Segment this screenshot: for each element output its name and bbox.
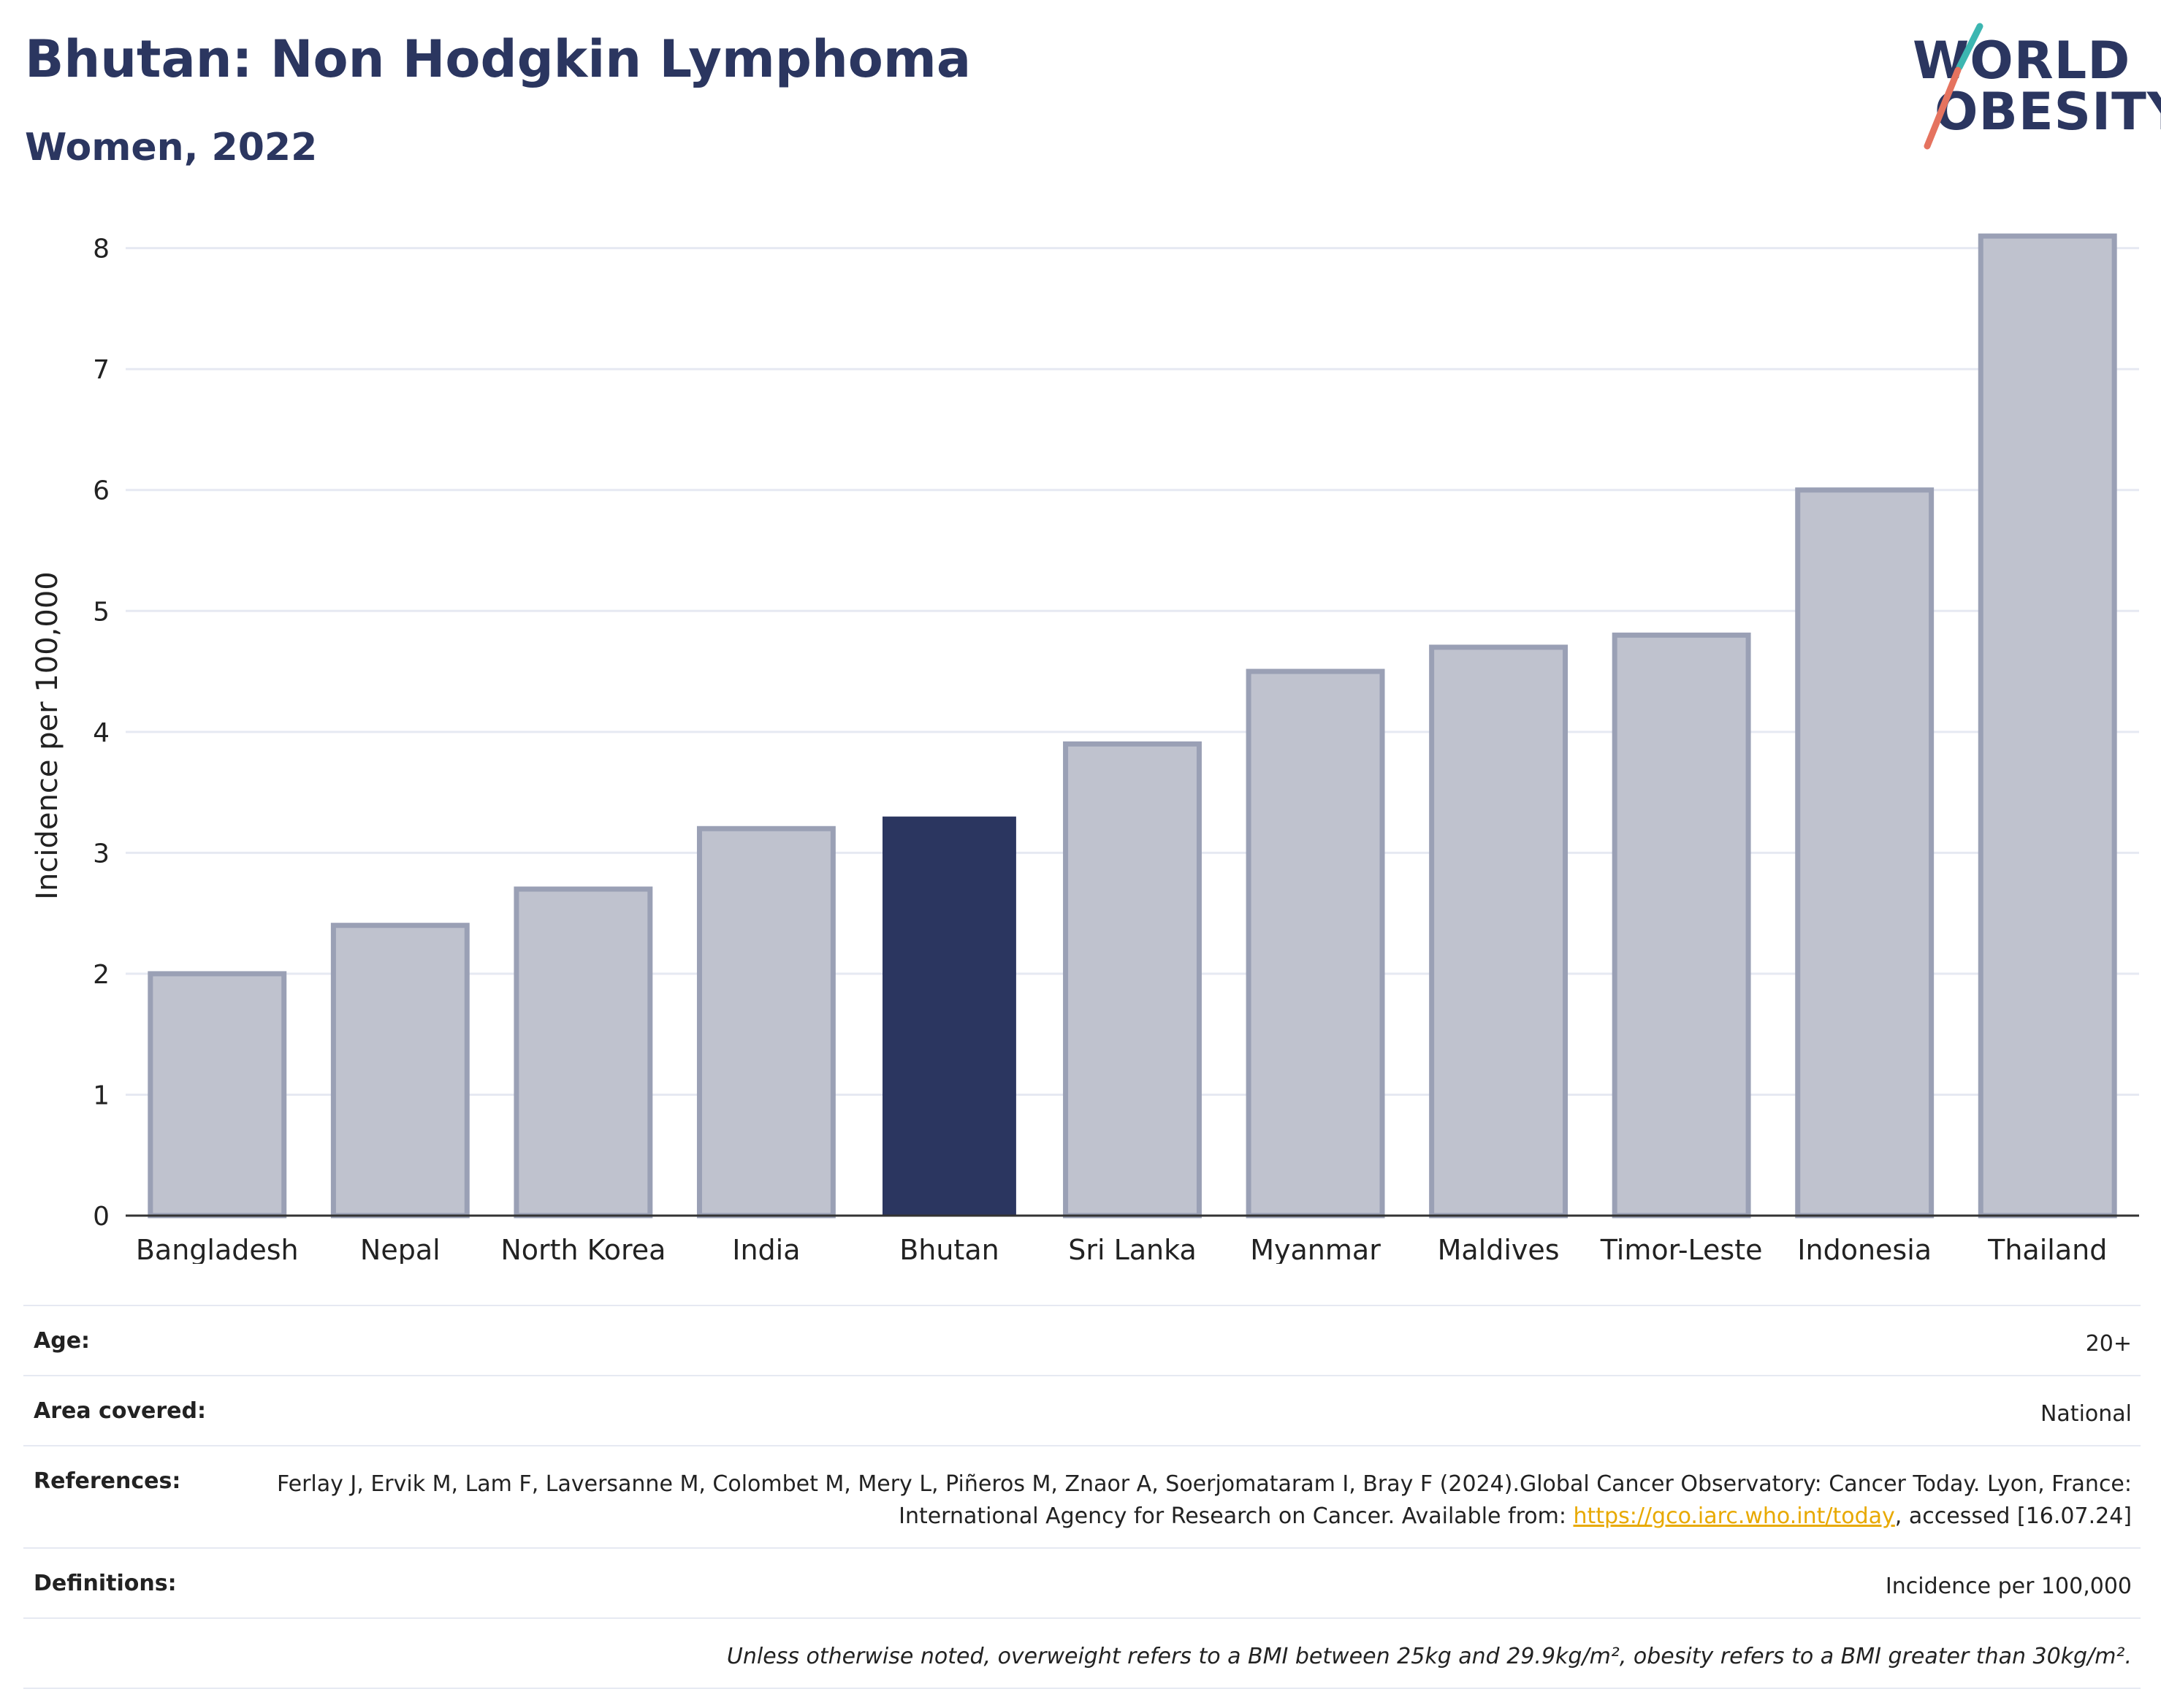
references-link[interactable]: https://gco.iarc.who.int/today — [1573, 1503, 1895, 1529]
info-row-note: Unless otherwise noted, overweight refer… — [23, 1617, 2141, 1689]
y-tick-label: 5 — [93, 597, 110, 627]
world-obesity-logo: WORLD OBESITY — [1899, 22, 2161, 153]
x-tick-label: North Korea — [500, 1234, 666, 1264]
x-tick-label: Thailand — [1987, 1234, 2107, 1264]
bars — [148, 233, 2117, 1219]
x-tick-label: Indonesia — [1797, 1234, 1932, 1264]
y-tick-label: 2 — [93, 960, 110, 990]
info-row-area: Area covered: National — [23, 1375, 2141, 1445]
info-row-references: References: Ferlay J, Ervik M, Lam F, La… — [23, 1445, 2141, 1547]
x-tick-label: Bhutan — [899, 1234, 999, 1264]
info-row-definitions: Definitions: Incidence per 100,000 — [23, 1547, 2141, 1617]
bar-north-korea — [514, 886, 653, 1219]
x-tick-labels: Bangladesh Nepal North Korea India Bhutan Sri… — [136, 1234, 2107, 1264]
age-value: 20+ — [2085, 1331, 2132, 1357]
bar-indonesia — [1795, 487, 1935, 1219]
bar-nepal — [330, 923, 470, 1219]
logo-slash-icon — [1924, 23, 1983, 150]
y-tick-label: 1 — [93, 1080, 110, 1110]
y-tick-labels: 0 1 2 3 4 5 6 7 8 — [93, 235, 110, 1232]
x-tick-label: Maldives — [1438, 1234, 1560, 1264]
x-tick-label: Myanmar — [1250, 1234, 1381, 1264]
y-tick-label: 4 — [93, 718, 110, 748]
area-value: National — [2040, 1401, 2132, 1427]
logo-line-1: WORLD — [1913, 31, 2131, 91]
references-label: References: — [34, 1468, 181, 1494]
page-title: Bhutan: Non Hodgkin Lymphoma — [25, 29, 972, 89]
info-row-age: Age: 20+ — [23, 1305, 2141, 1375]
bar-sri-lanka — [1063, 741, 1202, 1219]
area-label: Area covered: — [34, 1398, 206, 1424]
bar-bhutan — [883, 816, 1016, 1216]
x-tick-label: Bangladesh — [136, 1234, 299, 1264]
references-text: Ferlay J, Ervik M, Lam F, Laversanne M, … — [277, 1471, 2132, 1529]
bar-timor-leste — [1612, 632, 1751, 1219]
y-axis-label: Incidence per 100,000 — [31, 571, 64, 900]
x-tick-label: Nepal — [360, 1234, 441, 1264]
y-tick-label: 0 — [93, 1202, 110, 1232]
x-tick-label: Sri Lanka — [1068, 1234, 1197, 1264]
references-value: Ferlay J, Ervik M, Lam F, Laversanne M, … — [232, 1468, 2132, 1533]
x-tick-label: Timor-Leste — [1600, 1234, 1763, 1264]
y-tick-label: 8 — [93, 235, 110, 264]
definitions-label: Definitions: — [34, 1571, 177, 1596]
x-tick-label: India — [732, 1234, 800, 1264]
bar-maldives — [1429, 644, 1569, 1219]
page-subtitle: Women, 2022 — [25, 126, 318, 169]
bar-india — [696, 826, 836, 1219]
bar-thailand — [1978, 233, 2117, 1219]
info-table: Age: 20+ Area covered: National Referenc… — [23, 1305, 2141, 1689]
bmi-note: Unless otherwise noted, overweight refer… — [726, 1644, 2132, 1669]
references-tail: , accessed [16.07.24] — [1894, 1503, 2132, 1529]
y-tick-label: 7 — [93, 355, 110, 385]
logo-line-2: OBESITY — [1935, 82, 2161, 142]
bar-myanmar — [1246, 668, 1385, 1219]
bar-chart: 0 1 2 3 4 5 6 7 8 Bangladesh Nepal North Korea Indi… — [31, 233, 2139, 1264]
y-tick-label: 3 — [93, 839, 110, 869]
bar-bangladesh — [148, 971, 287, 1219]
age-label: Age: — [34, 1328, 91, 1354]
y-tick-label: 6 — [93, 476, 110, 506]
definitions-value: Incidence per 100,000 — [1885, 1574, 2132, 1599]
